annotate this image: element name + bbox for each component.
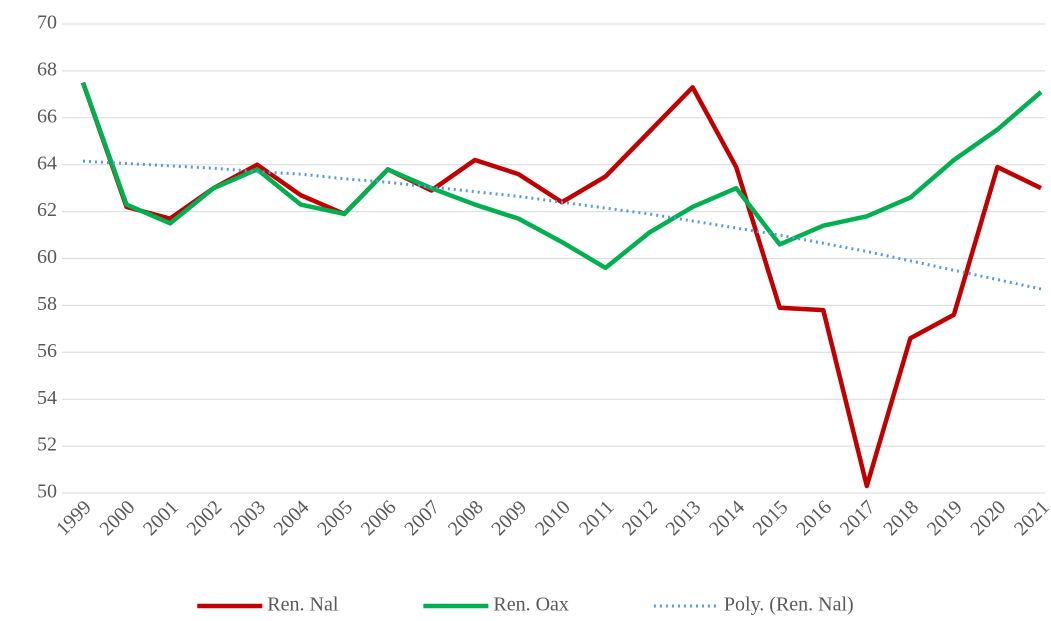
- x-tick-label: 2014: [705, 496, 749, 540]
- y-tick-label: 66: [37, 105, 57, 127]
- x-tick-label: 2020: [966, 496, 1010, 540]
- x-tick-label: 2007: [400, 496, 444, 540]
- legend-label: Ren. Nal: [267, 594, 339, 616]
- y-tick-label: 56: [37, 340, 57, 362]
- x-tick-label: 2008: [444, 496, 488, 540]
- x-tick-label: 2000: [95, 496, 139, 540]
- x-tick-label: 1999: [52, 496, 96, 540]
- legend-label: Poly. (Ren. Nal): [724, 594, 854, 616]
- y-tick-label: 50: [37, 481, 57, 503]
- x-tick-label: 2005: [313, 496, 357, 540]
- x-tick-label: 2017: [836, 496, 880, 540]
- x-tick-label: 2013: [662, 496, 706, 540]
- x-tick-label: 2009: [487, 496, 531, 540]
- y-tick-label: 54: [37, 387, 57, 409]
- series-line: [80, 81, 1042, 489]
- series-line: [82, 159, 1042, 291]
- y-tick-label: 68: [37, 58, 57, 80]
- x-tick-label: 2003: [226, 496, 270, 540]
- x-tick-label: 2019: [923, 496, 967, 540]
- x-tick-label: 2011: [575, 496, 618, 539]
- y-tick-label: 64: [37, 152, 57, 174]
- x-tick-label: 2001: [139, 496, 183, 540]
- y-tick-label: 70: [37, 12, 57, 34]
- x-tick-label: 2018: [879, 496, 923, 540]
- legend-item: Poly. (Ren. Nal): [653, 594, 854, 616]
- y-tick-label: 60: [37, 246, 57, 268]
- x-tick-label: 2002: [183, 496, 227, 540]
- y-tick-label: 62: [37, 199, 57, 221]
- legend-item: Ren. Oax: [423, 594, 569, 616]
- x-tick-label: 2012: [618, 496, 662, 540]
- x-tick-label: 2021: [1010, 496, 1051, 540]
- x-tick-label: 2010: [531, 496, 575, 540]
- legend-item: Ren. Nal: [197, 594, 339, 616]
- x-tick-label: 2015: [749, 496, 793, 540]
- series-line: [80, 81, 1043, 271]
- y-tick-label: 52: [37, 434, 57, 456]
- x-tick-label: 2006: [357, 496, 401, 540]
- x-tick-label: 2016: [792, 496, 836, 540]
- x-tick-label: 2004: [270, 496, 314, 540]
- legend: Ren. Nal Ren. Oax Poly. (Ren. Nal): [197, 594, 854, 616]
- y-tick-label: 58: [37, 293, 57, 315]
- legend-label: Ren. Oax: [493, 594, 569, 616]
